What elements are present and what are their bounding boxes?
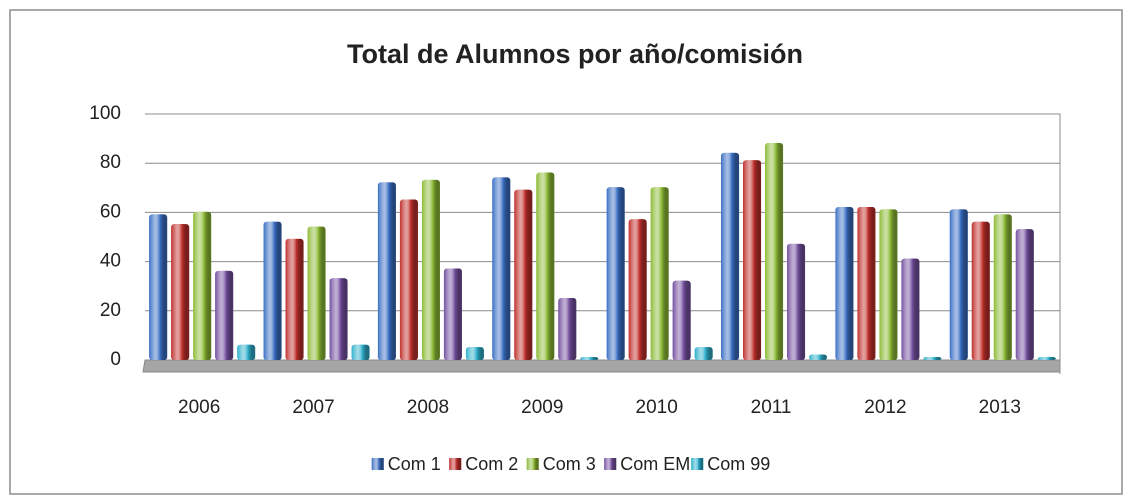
bar-shade [694,347,713,360]
bar-shade [923,357,942,360]
bar-shade [421,179,440,360]
grid-line [145,261,1061,276]
bar-shade [1015,229,1034,360]
y-tick-label: 100 [89,103,121,124]
bar-shade [606,187,625,360]
y-tick-label: 40 [100,251,121,272]
bar-shade [377,182,396,360]
bar-shade [650,187,669,360]
x-tick-label: 2012 [864,397,906,418]
bar-shade [536,172,555,360]
bar-shade [514,189,533,360]
bar-shade [149,214,168,360]
bar-shade [580,357,599,360]
bar-shade [672,280,691,360]
bar-shade [949,209,968,360]
legend-swatch-shade [449,458,462,470]
legend-label: Com EM [620,454,690,474]
bar-shade [492,177,511,360]
legend-swatch-shade [526,458,539,470]
chart-title: Total de Alumnos por año/comisión [347,39,803,69]
bar-shade [901,258,920,360]
x-tick-label: 2013 [979,397,1021,418]
bar-shade [765,142,784,360]
legend-swatch-shade [371,458,384,470]
bar-shade [307,226,326,360]
legend-swatch-shade [604,458,617,470]
y-tick-label: 60 [100,201,121,222]
x-tick-label: 2007 [292,397,334,418]
y-tick-label: 80 [100,152,121,173]
legend-label: Com 99 [707,454,770,474]
bar-shade [215,270,234,360]
x-tick-label: 2006 [178,397,220,418]
bar-shade [993,214,1012,360]
legend-label: Com 3 [543,454,596,474]
bar-shade [628,219,647,360]
bar-shade [399,199,418,360]
bar-shade [743,160,762,360]
bar-shade [171,224,190,360]
bar-shade [465,347,484,360]
x-tick-label: 2008 [407,397,449,418]
x-tick-label: 2010 [636,397,678,418]
bar-shade [285,238,304,360]
floor [142,359,1061,373]
bar-shade [1037,357,1056,360]
y-tick-label: 20 [100,300,121,321]
bar-shade [263,221,282,360]
grid-line [145,113,1061,128]
x-tick-label: 2011 [751,397,792,418]
bar-shade [971,221,990,360]
grid-line [145,162,1061,178]
bar-shade [879,209,898,360]
bar-shade [721,152,740,360]
x-tick-label: 2009 [521,397,563,418]
bar-shade [835,206,854,360]
y-tick-label: 0 [110,349,121,370]
bar-shade [558,297,577,360]
bar-shade [809,354,828,360]
bar-shade [193,211,212,360]
grid-line [145,211,1061,227]
legend-swatch-shade [691,458,704,470]
legend-label: Com 1 [388,454,441,474]
bar-shade [443,268,462,360]
bar-shade [787,243,806,360]
bar-shade [237,344,256,360]
legend-label: Com 2 [465,454,518,474]
bar-shade [857,206,876,360]
bar-shade [351,344,370,360]
bar-shade [329,278,348,360]
